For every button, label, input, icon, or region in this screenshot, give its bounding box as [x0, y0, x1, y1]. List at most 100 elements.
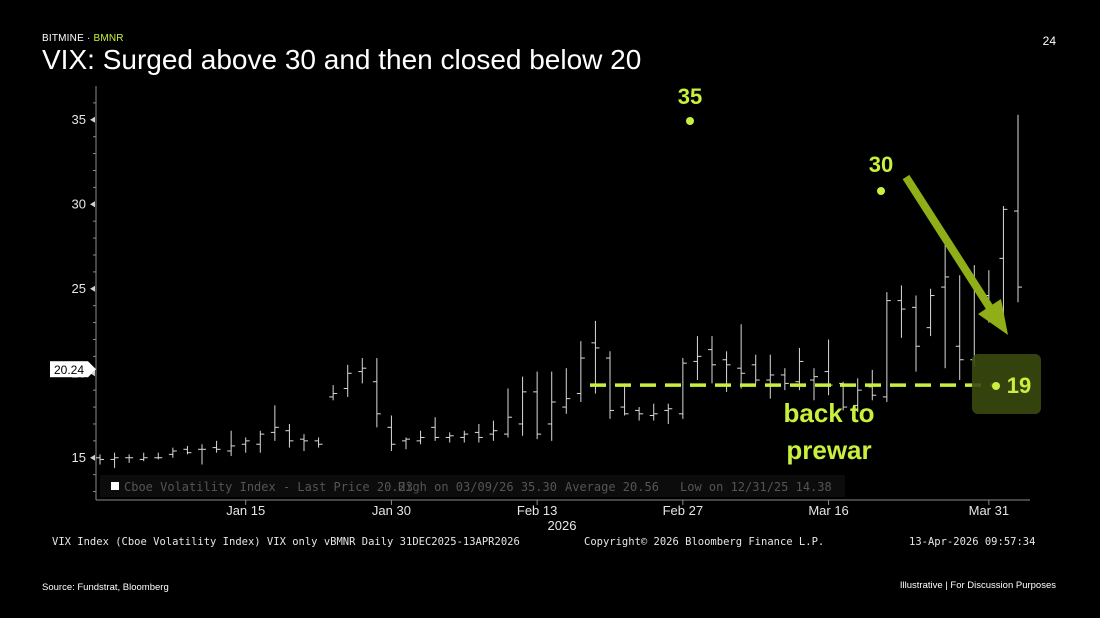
- ohlc-bar: [154, 452, 163, 460]
- end-19-label: 19: [1007, 373, 1031, 398]
- callout-line-1: back to: [783, 398, 874, 428]
- ohlc-bar: [168, 447, 177, 458]
- ohlc-bar: [591, 320, 600, 394]
- legend-low: Low on 12/31/25 14.38: [680, 480, 832, 494]
- page-number: 24: [1042, 34, 1056, 48]
- peak-30-marker: [877, 187, 885, 195]
- x-tick-label: Jan 15: [226, 503, 265, 518]
- ohlc-bar: [999, 205, 1008, 323]
- disclaimer: Illustrative | For Discussion Purposes: [899, 580, 1056, 591]
- ohlc-bar: [314, 437, 323, 448]
- ohlc-bar: [445, 432, 454, 443]
- ohlc-bar: [183, 445, 192, 455]
- legend-high: High on 03/09/26 35.30: [398, 480, 557, 494]
- ohlc-bar: [1014, 114, 1022, 303]
- ohlc-bar: [358, 358, 367, 384]
- legend-average: Average 20.56: [565, 480, 659, 494]
- ohlc-bar: [198, 444, 206, 465]
- ohlc-bar: [562, 368, 571, 414]
- ohlc-bar: [212, 440, 221, 453]
- chart-overlay: 20.24 35 30 19 back to prewar: [50, 84, 1041, 465]
- ohlc-bar: [649, 403, 658, 421]
- peak-35-label: 35: [678, 84, 702, 109]
- y-tick-label: 25: [72, 281, 86, 296]
- ohlc-bar: [912, 295, 920, 372]
- ohlc-bar: [460, 430, 469, 443]
- x-year-label: 2026: [548, 518, 577, 533]
- brand-ticker: BMNR: [93, 33, 124, 44]
- page-title: VIX: Surged above 30 and then closed bel…: [42, 44, 642, 75]
- callout-line-2: prewar: [786, 435, 871, 465]
- ohlc-bar: [241, 437, 250, 453]
- ohlc-bar: [635, 407, 644, 421]
- ohlc-bar: [431, 417, 440, 441]
- ohlc-bar: [606, 351, 614, 419]
- ohlc-bar: [810, 368, 818, 401]
- end-highlight-box: [972, 354, 1041, 414]
- last-price-box: [50, 361, 88, 378]
- peak-30-label: 30: [869, 152, 893, 177]
- ohlc-bar: [780, 368, 789, 391]
- x-tick-label: Jan 30: [372, 503, 411, 518]
- down-arrow-head: [978, 299, 1008, 335]
- ohlc-bar: [664, 403, 673, 424]
- ohlc-bar: [955, 275, 964, 381]
- end-19-marker: [992, 382, 1000, 390]
- chart-info: VIX Index (Cboe Volatility Index) VIX on…: [52, 536, 520, 548]
- ohlc-bar: [125, 454, 134, 463]
- y-tick-mark: [90, 454, 95, 461]
- ohlc-bar: [110, 452, 119, 468]
- ohlc-bar: [941, 234, 950, 369]
- ohlc-bar: [882, 292, 891, 402]
- ohlc-bar: [489, 420, 498, 441]
- x-tick-label: Feb 13: [517, 503, 557, 518]
- ohlc-bar: [897, 285, 906, 338]
- x-tick-label: Mar 31: [969, 503, 1009, 518]
- y-tick-label: 35: [72, 112, 86, 127]
- ohlc-bar: [329, 385, 338, 401]
- ohlc-bar: [737, 324, 746, 389]
- ohlc-bar: [343, 364, 352, 397]
- y-tick-label: 15: [72, 450, 86, 465]
- ohlc-bar: [300, 434, 308, 451]
- peak-35-marker: [686, 117, 694, 125]
- ohlc-bar: [402, 437, 410, 450]
- ohlc-bar: [693, 336, 702, 381]
- last-price-pointer: [88, 361, 96, 378]
- ohlc-bar: [96, 454, 104, 465]
- y-tick-mark: [90, 201, 95, 208]
- ohlc-bar: [708, 336, 716, 384]
- legend-strip: [100, 475, 845, 497]
- ohlc-bar: [766, 354, 775, 399]
- ohlc-bar: [256, 430, 265, 453]
- ohlc-bar: [795, 347, 804, 391]
- brand-separator: ·: [86, 33, 91, 44]
- copyright: Copyright© 2026 Bloomberg Finance L.P.: [584, 536, 825, 548]
- ohlc-bar: [926, 288, 935, 337]
- ohlc-bar: [518, 376, 527, 436]
- legend-swatch: [111, 482, 119, 490]
- x-tick-label: Feb 27: [663, 503, 703, 518]
- ohlc-bar: [387, 415, 396, 451]
- y-tick-label: 30: [72, 196, 86, 211]
- down-arrow-shaft: [902, 174, 994, 311]
- ohlc-bar: [620, 383, 629, 416]
- ohlc-bars: [96, 114, 1022, 468]
- brand-name: BITMINE: [42, 33, 84, 44]
- brand: BITMINE · BMNR: [42, 33, 124, 44]
- ohlc-bar: [372, 358, 381, 428]
- ohlc-bar: [678, 358, 687, 419]
- ohlc-bar: [824, 339, 833, 396]
- ohlc-bar: [576, 341, 585, 402]
- ohlc-bar: [853, 378, 862, 413]
- ohlc-bar: [504, 388, 512, 438]
- last-price-label: 20.24: [54, 363, 84, 377]
- ohlc-bar: [285, 423, 294, 448]
- ohlc-bar: [547, 371, 556, 441]
- source-note: Source: Fundstrat, Bloomberg: [42, 582, 169, 593]
- ohlc-bar: [270, 405, 279, 441]
- ohlc-bar: [474, 423, 483, 443]
- ohlc-bar: [139, 452, 148, 462]
- y-tick-mark: [90, 285, 95, 292]
